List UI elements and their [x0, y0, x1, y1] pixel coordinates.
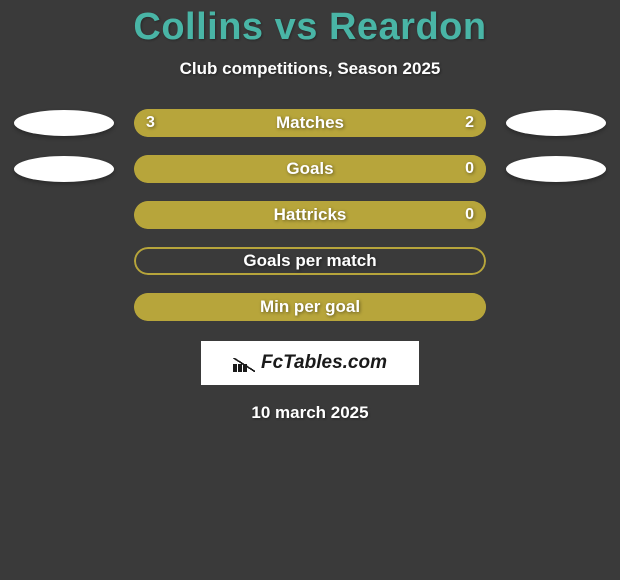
player-badge-left [14, 110, 114, 136]
stat-label: Goals per match [243, 251, 376, 271]
stat-bar: Goals per match [134, 247, 486, 275]
stat-label: Min per goal [260, 297, 360, 317]
stat-value-left: 3 [146, 114, 155, 132]
page-subtitle: Club competitions, Season 2025 [180, 59, 441, 79]
stat-rows: Matches 3 2 Goals 0 Hattricks 0 Goals per match… [0, 109, 620, 321]
player-badge-right [506, 156, 606, 182]
chart-icon [233, 354, 255, 372]
stat-value-right: 0 [465, 206, 474, 224]
stat-bar: Min per goal [134, 293, 486, 321]
player-badge-left [14, 156, 114, 182]
date-text: 10 march 2025 [251, 403, 368, 423]
stat-row: Min per goal [0, 293, 620, 321]
stat-row: Goals 0 [0, 155, 620, 183]
stat-bar: Goals 0 [134, 155, 486, 183]
stat-row: Goals per match [0, 247, 620, 275]
stat-value-right: 0 [465, 160, 474, 178]
logo-box: FcTables.com [201, 341, 419, 385]
stat-bar: Matches 3 2 [134, 109, 486, 137]
stat-label: Goals [286, 159, 333, 179]
logo-text: FcTables.com [261, 352, 387, 374]
stat-row: Matches 3 2 [0, 109, 620, 137]
player-badge-right [506, 110, 606, 136]
stat-label: Hattricks [274, 205, 347, 225]
stat-row: Hattricks 0 [0, 201, 620, 229]
page-title: Collins vs Reardon [133, 6, 486, 49]
stat-value-right: 2 [465, 114, 474, 132]
stat-bar: Hattricks 0 [134, 201, 486, 229]
stat-label: Matches [276, 113, 344, 133]
comparison-infographic: Collins vs Reardon Club competitions, Se… [0, 0, 620, 580]
